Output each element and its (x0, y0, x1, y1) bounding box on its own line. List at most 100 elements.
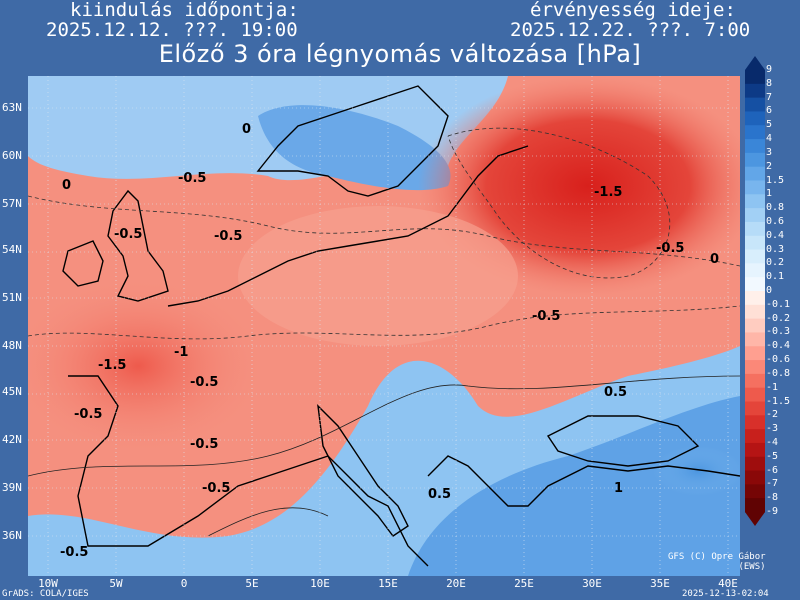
lat-label: 60N (2, 149, 22, 162)
contour-label: 1 (614, 481, 623, 496)
colorbar-label: 0.4 (766, 229, 785, 241)
blue-field-core (408, 396, 740, 576)
lon-label: 10W (38, 577, 58, 590)
init-label: kiindulás időpontja: (70, 0, 299, 21)
colorbar-swatch (745, 429, 765, 444)
lon-label: 0 (180, 577, 188, 590)
colorbar-swatch (745, 387, 765, 402)
pressure-change-map: 0 -0.5 -0.5 -0.5 -1.5 -0.5 -0.5 -1 -1.5 … (28, 76, 740, 576)
contour-label: 0.5 (428, 487, 451, 502)
colorbar-label: 1 (766, 188, 773, 200)
contour-label: -0.5 (178, 171, 206, 186)
timestamp-text: 2025-12-13-02:04 (682, 589, 769, 599)
lon-label: 35E (650, 577, 670, 590)
colorbar-swatch (745, 373, 765, 389)
colorbar-label: 0.2 (766, 257, 785, 269)
colorbar-swatch (745, 318, 765, 333)
colorbar-label: 0.8 (766, 202, 785, 214)
colorbar-label: -0.2 (766, 312, 791, 324)
colorbar-label: 0.6 (766, 215, 785, 227)
coast-ireland (62, 240, 104, 287)
colorbar-swatch (745, 277, 765, 292)
lat-label: 39N (2, 481, 22, 494)
colorbar-label: 8 (766, 77, 773, 89)
coast-britain (107, 189, 169, 302)
colorbar-swatch (745, 194, 765, 209)
colorbar-label: 0.3 (766, 243, 785, 255)
contour-label: -0.5 (190, 375, 218, 390)
colorbar-swatch (745, 208, 765, 223)
colorbar-label: -0.1 (766, 298, 791, 310)
colorbar-label: -1 (766, 381, 779, 393)
blue-scandinavia (258, 105, 451, 191)
colorbar-arrow-bottom (745, 512, 765, 526)
colorbar-label: -0.6 (766, 354, 791, 366)
colorbar-swatch (745, 111, 765, 126)
colorbar-label: -4 (766, 436, 779, 448)
colorbar-label: 4 (766, 133, 773, 145)
colorbar-label: 6 (766, 105, 773, 117)
red-france (28, 276, 268, 456)
contour-label: -1.5 (98, 358, 126, 373)
colorbar-swatch (745, 125, 765, 140)
lon-label: 30E (582, 577, 602, 590)
colorbar-label: 2 (766, 160, 773, 172)
colorbar-label: -9 (766, 506, 779, 517)
colorbar-label: -7 (766, 478, 779, 490)
contour-label: 0.5 (604, 385, 627, 400)
colorbar-swatch (745, 70, 765, 85)
lat-label: 45N (2, 385, 22, 398)
colorbar-swatch (745, 304, 765, 320)
lat-label: 54N (2, 243, 22, 256)
colorbar-label: 9 (766, 64, 773, 75)
colorbar-label: -8 (766, 492, 779, 504)
contour-label: 0 (242, 122, 251, 137)
colorbar-arrow-top (745, 56, 765, 70)
colorbar-swatch (745, 291, 765, 306)
coast-blacksea (546, 415, 700, 467)
contour-label: 0 (710, 252, 719, 267)
valid-label: érvényesség ideje: (530, 0, 736, 21)
contour-label: -0.5 (74, 407, 102, 422)
colorbar-label: -0.4 (766, 340, 791, 352)
colorbar-swatch (745, 263, 765, 278)
colorbar-swatch (745, 166, 765, 181)
lat-label: 63N (2, 101, 22, 114)
lat-label: 57N (2, 197, 22, 210)
colorbar-swatch (745, 83, 765, 99)
colorbar-swatch (745, 442, 765, 458)
lat-label: 36N (2, 529, 22, 542)
colorbar-label: -1.5 (766, 395, 791, 407)
colorbar-swatch (745, 346, 765, 361)
lat-label: 51N (2, 291, 22, 304)
colorbar-label: -3 (766, 423, 779, 435)
grads-text: GrADS: COLA/IGES (2, 589, 89, 599)
colorbar-swatch (745, 332, 765, 347)
colorbar-swatch (745, 456, 765, 472)
lon-label: 5E (245, 577, 259, 590)
contour-label: -0.5 (656, 241, 684, 256)
colorbar-swatch (745, 221, 765, 237)
colorbar-label: 5 (766, 119, 773, 131)
colorbar-swatch (745, 415, 765, 430)
contour-label: -0.5 (214, 229, 242, 244)
colorbar-label: -5 (766, 450, 779, 462)
coast-continent (68, 145, 740, 567)
colorbar-swatch (745, 470, 765, 485)
lat-label: 48N (2, 339, 22, 352)
contour-label: -0.5 (190, 437, 218, 452)
lon-label: 25E (514, 577, 534, 590)
coast-italy (317, 404, 409, 537)
blue-turkey (653, 446, 740, 496)
colorbar-label: -2 (766, 409, 779, 421)
colorbar-label: -6 (766, 464, 779, 476)
contour-label: -0.5 (202, 481, 230, 496)
colorbar-swatch (745, 484, 765, 499)
red-central (238, 206, 518, 346)
colorbar-label: 0.1 (766, 271, 785, 283)
colorbar-swatch (745, 97, 765, 112)
contour-label: -0.5 (114, 227, 142, 242)
lon-label: 20E (446, 577, 466, 590)
colorbar-label: -0.3 (766, 326, 791, 338)
colorbar-swatch (745, 360, 765, 375)
